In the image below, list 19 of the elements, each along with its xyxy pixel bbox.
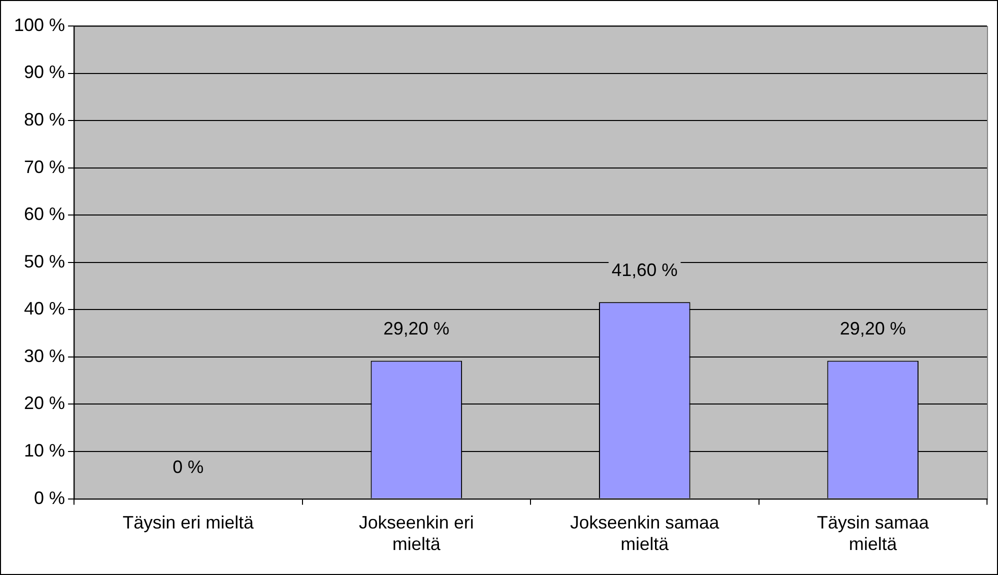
data-label: 0 % [172, 456, 204, 477]
y-tick-label: 90 % [24, 62, 66, 82]
x-tick-label: Jokseenkin samaa mieltä [570, 512, 720, 554]
x-tick-label: Täysin samaa mieltä [816, 512, 930, 554]
data-label: 29,20 % [840, 318, 906, 339]
y-tick-label: 50 % [24, 251, 66, 272]
y-tick-label: 100 % [14, 14, 66, 35]
y-tick-label: 60 % [24, 204, 66, 224]
y-tick-label: 40 % [24, 298, 66, 319]
x-tick-label: Jokseenkin eri mieltä [358, 512, 474, 554]
data-label: 29,20 % [383, 318, 450, 339]
y-tick-label: 30 % [24, 346, 66, 366]
x-tick-label: Täysin eri mieltä [122, 512, 255, 533]
y-tick-label: 80 % [24, 110, 66, 130]
y-tick-label: 70 % [24, 156, 66, 177]
y-tick-label: 0 % [34, 488, 66, 508]
y-tick-label: 20 % [24, 393, 66, 414]
data-label: 41,60 % [612, 260, 678, 280]
y-tick-label: 10 % [24, 440, 66, 460]
